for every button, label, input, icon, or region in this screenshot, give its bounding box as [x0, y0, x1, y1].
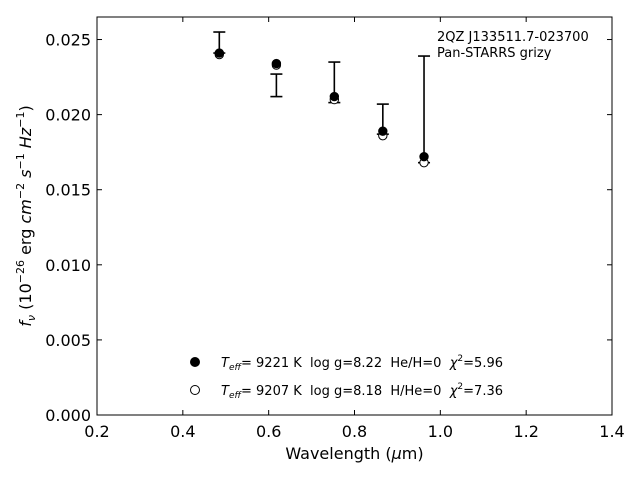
x-tick-label: 1.0: [428, 422, 453, 441]
x-tick-label: 0.2: [84, 422, 109, 441]
y-tick-label: 0.015: [45, 181, 91, 200]
legend-marker-filled: [190, 357, 200, 367]
error-bars: [213, 31, 431, 164]
y-tick-label: 0.020: [45, 106, 91, 125]
model-point-filled: [419, 151, 429, 162]
model-point-filled: [271, 58, 282, 69]
y-axis-label: fν (10−26 erg cm−2 s−1 Hz−1): [14, 105, 38, 326]
legend: Teff= 9221 K log g=8.22 He/H=0 χ2=5.96 T…: [190, 354, 503, 401]
y-tick-label: 0.025: [45, 31, 91, 50]
x-tick-label: 0.8: [342, 422, 367, 441]
x-tick-label: 1.2: [513, 422, 538, 441]
x-axis-label: Wavelength (μm): [285, 444, 423, 463]
y-ticks: 0.000 0.005 0.010 0.015 0.020 0.025: [45, 31, 612, 425]
x-tick-label: 0.6: [256, 422, 281, 441]
x-tick-label: 1.4: [599, 422, 624, 441]
data-series: [214, 48, 429, 168]
legend-entry-filled: Teff= 9221 K log g=8.22 He/H=0 χ2=5.96: [221, 354, 503, 373]
model-point-filled: [378, 126, 388, 136]
legend-entry-open: Teff= 9207 K log g=8.18 H/He=0 χ2=7.36: [221, 382, 503, 401]
x-tick-label: 0.4: [170, 422, 195, 441]
model-point-filled: [329, 91, 340, 102]
legend-marker-open: [190, 385, 200, 395]
y-tick-label: 0.010: [45, 256, 91, 275]
y-tick-label: 0.000: [45, 406, 91, 425]
annotation-survey: Pan-STARRS grizy: [437, 46, 552, 61]
error-bar: [270, 73, 283, 98]
annotation-object-name: 2QZ J133511.7-023700: [437, 30, 589, 45]
y-tick-label: 0.005: [45, 331, 91, 350]
model-point-filled: [214, 48, 225, 58]
x-ticks: 0.2 0.4 0.6 0.8 1.0 1.2 1.4: [84, 17, 625, 441]
error-bar: [418, 55, 431, 164]
